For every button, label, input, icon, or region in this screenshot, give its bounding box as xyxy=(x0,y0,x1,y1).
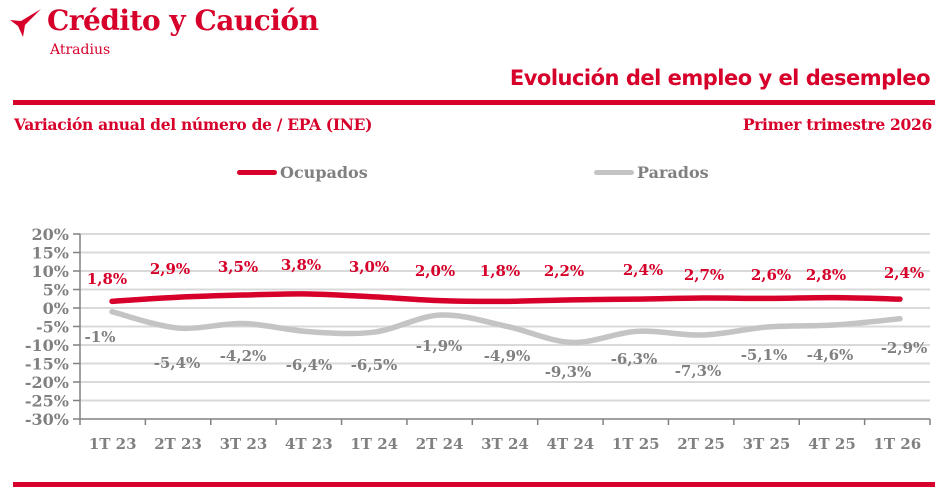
data-label-parados: -4,2% xyxy=(220,347,267,365)
x-tick-label: 4T 23 xyxy=(285,435,333,453)
legend-swatch-parados xyxy=(594,170,634,175)
data-label-ocupados: 2,2% xyxy=(544,262,584,280)
x-tick-label: 3T 25 xyxy=(743,435,791,453)
data-label-parados: -4,6% xyxy=(807,346,854,364)
data-label-parados: -7,3% xyxy=(675,362,722,380)
top-divider xyxy=(13,100,935,105)
x-tick-label: 1T 25 xyxy=(612,435,660,453)
y-tick-label: -25% xyxy=(25,392,69,411)
arrow-bird-icon xyxy=(10,9,41,37)
data-label-ocupados: 2,8% xyxy=(806,266,846,284)
series-line-ocupados xyxy=(109,291,903,305)
bottom-divider xyxy=(13,482,935,487)
data-label-parados: -2,9% xyxy=(881,339,928,357)
y-tick-label: 5% xyxy=(43,281,69,300)
x-tick-label: 1T 24 xyxy=(350,435,398,453)
data-label-ocupados: 3,0% xyxy=(349,258,389,276)
data-label-ocupados: 2,6% xyxy=(751,266,791,284)
data-label-parados: -5,1% xyxy=(741,346,788,364)
legend-label-parados: Parados xyxy=(637,163,709,182)
data-label-ocupados: 1,8% xyxy=(480,262,520,280)
y-tick-label: 10% xyxy=(32,262,69,281)
data-label-parados: -6,4% xyxy=(286,356,333,374)
data-label-ocupados: 2,4% xyxy=(884,264,924,282)
legend-swatch-ocupados xyxy=(237,170,277,175)
x-tick-label: 4T 24 xyxy=(547,435,595,453)
x-tick-label: 1T 23 xyxy=(89,435,137,453)
data-label-parados: -4,9% xyxy=(484,347,531,365)
data-label-ocupados: 3,8% xyxy=(281,256,321,274)
x-tick-label: 3T 23 xyxy=(220,435,268,453)
data-label-parados: -6,5% xyxy=(351,356,398,374)
page-title: Evolución del empleo y el desempleo xyxy=(509,66,931,90)
y-tick-label: -15% xyxy=(25,355,69,374)
x-tick-label: 2T 24 xyxy=(416,435,464,453)
data-label-ocupados: 3,5% xyxy=(218,258,258,276)
brand-subname: Atradius xyxy=(50,42,111,58)
y-tick-label: -30% xyxy=(25,410,69,429)
data-label-ocupados: 2,7% xyxy=(684,266,724,284)
data-label-parados: -1% xyxy=(85,328,116,346)
data-label-parados: -5,4% xyxy=(154,354,201,372)
legend-item-parados: Parados xyxy=(594,163,709,182)
x-tick-label: 2T 23 xyxy=(154,435,202,453)
x-tick-label: 2T 25 xyxy=(677,435,725,453)
x-tick-label: 4T 25 xyxy=(808,435,856,453)
data-label-ocupados: 2,9% xyxy=(150,260,190,278)
data-label-ocupados: 1,8% xyxy=(87,270,127,288)
y-tick-label: 20% xyxy=(32,225,69,244)
legend-label-ocupados: Ocupados xyxy=(280,163,368,182)
x-tick-label: 3T 24 xyxy=(481,435,529,453)
y-tick-label: 0% xyxy=(43,299,69,318)
legend-item-ocupados: Ocupados xyxy=(237,163,368,182)
y-tick-label: -5% xyxy=(36,318,69,337)
data-label-ocupados: 2,4% xyxy=(623,261,663,279)
y-tick-label: -10% xyxy=(25,336,69,355)
brand-name: Crédito y Caución xyxy=(47,4,319,37)
y-tick-label: -20% xyxy=(25,373,69,392)
period-label: Primer trimestre 2026 xyxy=(742,115,932,134)
data-label-parados: -1,9% xyxy=(416,337,463,355)
data-label-parados: -9,3% xyxy=(545,363,592,381)
data-label-ocupados: 2,0% xyxy=(415,262,455,280)
y-tick-label: 15% xyxy=(32,244,69,263)
data-label-parados: -6,3% xyxy=(611,350,658,368)
chart-subtitle: Variación anual del número de / EPA (INE… xyxy=(14,115,373,134)
x-tick-label: 1T 26 xyxy=(873,435,921,453)
